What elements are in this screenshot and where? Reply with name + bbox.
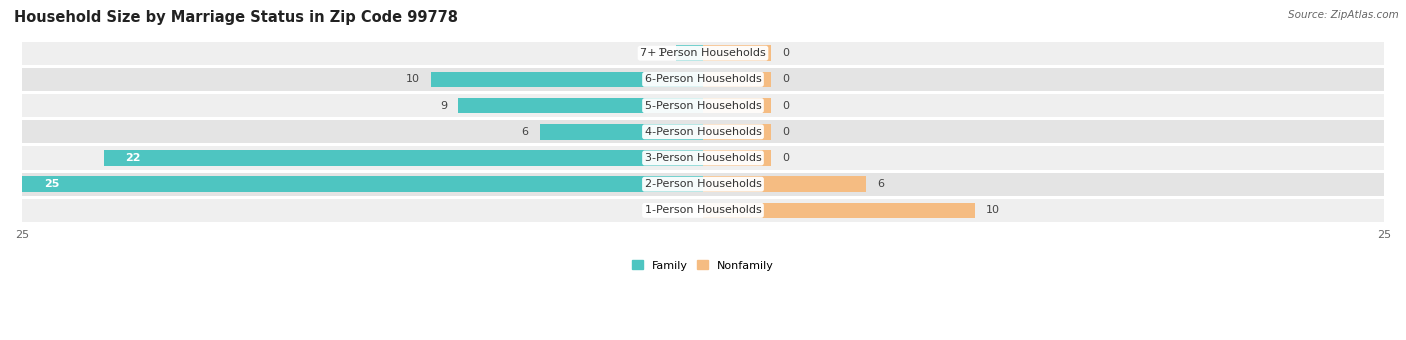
Bar bbox=[703, 176, 866, 192]
Bar bbox=[540, 124, 703, 140]
Text: 6-Person Households: 6-Person Households bbox=[644, 74, 762, 84]
Bar bbox=[430, 71, 703, 87]
Text: 6: 6 bbox=[522, 127, 529, 137]
Bar bbox=[703, 98, 770, 114]
Bar bbox=[458, 98, 703, 114]
Legend: Family, Nonfamily: Family, Nonfamily bbox=[627, 256, 779, 275]
Text: 0: 0 bbox=[782, 74, 789, 84]
Bar bbox=[22, 120, 1384, 143]
Text: 2-Person Households: 2-Person Households bbox=[644, 179, 762, 189]
Bar bbox=[22, 147, 1384, 170]
Bar bbox=[22, 173, 1384, 196]
Text: 1: 1 bbox=[658, 48, 665, 58]
Bar bbox=[703, 150, 770, 166]
Text: 6: 6 bbox=[877, 179, 884, 189]
Bar bbox=[22, 68, 1384, 91]
Text: 10: 10 bbox=[406, 74, 420, 84]
Text: 7+ Person Households: 7+ Person Households bbox=[640, 48, 766, 58]
Text: 0: 0 bbox=[782, 153, 789, 163]
Bar bbox=[22, 42, 1384, 65]
Bar bbox=[104, 150, 703, 166]
Text: 0: 0 bbox=[782, 48, 789, 58]
Text: 22: 22 bbox=[125, 153, 141, 163]
Text: Household Size by Marriage Status in Zip Code 99778: Household Size by Marriage Status in Zip… bbox=[14, 10, 458, 25]
Text: 10: 10 bbox=[986, 205, 1000, 216]
Text: 25: 25 bbox=[44, 179, 59, 189]
Text: 1-Person Households: 1-Person Households bbox=[644, 205, 762, 216]
Text: 9: 9 bbox=[440, 101, 447, 111]
Bar bbox=[703, 203, 976, 218]
Bar bbox=[703, 124, 770, 140]
Text: 4-Person Households: 4-Person Households bbox=[644, 127, 762, 137]
Text: 0: 0 bbox=[782, 101, 789, 111]
Text: 0: 0 bbox=[782, 127, 789, 137]
Bar bbox=[676, 45, 703, 61]
Bar bbox=[22, 94, 1384, 117]
Bar bbox=[703, 71, 770, 87]
Text: 3-Person Households: 3-Person Households bbox=[644, 153, 762, 163]
Bar bbox=[22, 199, 1384, 222]
Bar bbox=[703, 45, 770, 61]
Bar bbox=[22, 176, 703, 192]
Text: Source: ZipAtlas.com: Source: ZipAtlas.com bbox=[1288, 10, 1399, 20]
Text: 5-Person Households: 5-Person Households bbox=[644, 101, 762, 111]
